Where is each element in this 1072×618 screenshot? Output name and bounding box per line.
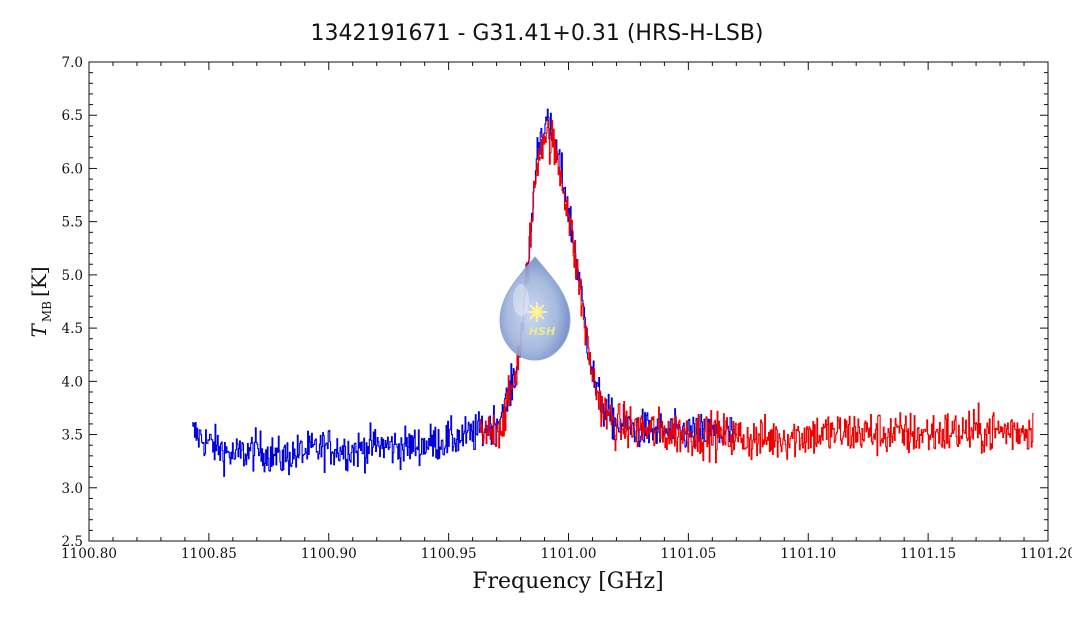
x-tick-label: 1101.05: [660, 546, 716, 562]
y-axis-symbol: T: [27, 323, 51, 338]
x-tick-label: 1100.85: [181, 546, 237, 562]
series-0-line: [192, 108, 737, 477]
x-tick-label: 1100.90: [301, 546, 357, 562]
series-layer: [192, 108, 1034, 477]
y-axis-subscript: MB: [40, 301, 54, 322]
y-tick-label: 7.0: [62, 55, 83, 71]
x-tick-label: 1101.00: [541, 546, 597, 562]
series-1-line: [479, 119, 1034, 464]
y-tick-label: 5.5: [62, 215, 83, 231]
y-tick-label: 3.5: [62, 428, 83, 444]
y-tick-label: 5.0: [62, 268, 83, 284]
y-axis-label: TMB [K]: [27, 267, 54, 338]
x-tick-label: 1101.20: [1020, 546, 1072, 562]
y-tick-label: 4.5: [62, 321, 83, 337]
hsh-logo: HSH: [499, 256, 571, 361]
plot-frame: [88, 61, 1049, 542]
y-axis-unit: [K]: [27, 267, 51, 298]
y-tick-label: 6.0: [62, 161, 83, 177]
logo-highlight: [513, 284, 529, 316]
axes: 1100.80 1100.85 1100.90 1100.95 1101.00 1101.…: [61, 55, 1072, 562]
y-tick-label: 4.0: [62, 374, 83, 390]
y-tick-label: 2.5: [62, 534, 83, 550]
x-axis-label: Frequency [GHz]: [472, 569, 664, 594]
y-tick-label: 6.5: [62, 108, 83, 124]
logo-text: HSH: [529, 325, 555, 338]
x-tick-label: 1101.15: [900, 546, 956, 562]
x-tick-label: 1101.10: [780, 546, 836, 562]
y-tick-label: 3.0: [62, 481, 83, 497]
logo-star-rays: [527, 302, 547, 322]
x-tick-label: 1100.80: [61, 546, 117, 562]
chart-title: 1342191671 - G31.41+0.31 (HRS-H-LSB): [310, 21, 763, 46]
x-tick-label: 1100.95: [421, 546, 477, 562]
